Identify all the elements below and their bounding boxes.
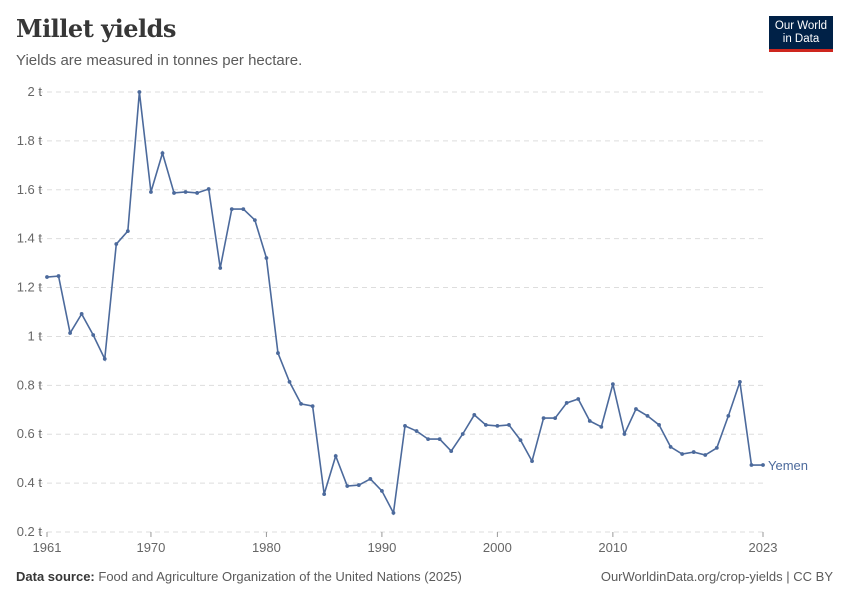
data-point (587, 419, 592, 423)
data-source: Data source: Food and Agriculture Organi… (16, 569, 462, 584)
data-point (645, 413, 650, 418)
data-point (426, 437, 430, 442)
data-point (102, 357, 107, 361)
data-point (668, 445, 673, 449)
data-point (229, 207, 234, 211)
y-tick-label: 1.6 t (17, 182, 43, 197)
data-point (460, 432, 465, 436)
data-point (634, 407, 638, 411)
data-point (703, 453, 708, 457)
data-point (125, 229, 130, 233)
data-point (287, 380, 292, 384)
data-point (530, 459, 534, 464)
x-tick-label: 1970 (136, 540, 165, 555)
y-tick-label: 1.4 t (17, 231, 43, 246)
y-tick-label: 0.2 t (17, 524, 43, 539)
series-label: Yemen (768, 458, 808, 473)
data-point (553, 416, 558, 420)
data-point (714, 446, 719, 450)
chart-subtitle: Yields are measured in tonnes per hectar… (16, 52, 303, 69)
data-point (56, 274, 61, 278)
source-label: Data source: (16, 569, 95, 584)
data-point (680, 452, 685, 456)
source-text: Food and Agriculture Organization of the… (98, 569, 462, 584)
data-point (218, 266, 223, 270)
data-point (322, 492, 327, 497)
footer-link[interactable]: OurWorldinData.org/crop-yields | CC BY (600, 569, 833, 584)
data-point (610, 382, 615, 387)
data-point (252, 218, 257, 222)
x-tick-label: 2010 (598, 540, 627, 555)
y-tick-label: 0.6 t (17, 426, 43, 441)
data-point (195, 191, 200, 195)
data-point (414, 429, 419, 433)
data-point (264, 256, 269, 260)
x-tick-label: 2000 (483, 540, 512, 555)
data-point (79, 312, 84, 316)
data-point (345, 484, 350, 488)
y-tick-label: 1.2 t (17, 280, 43, 295)
data-point (206, 187, 211, 191)
data-point (241, 207, 246, 211)
chart-title: Millet yields (16, 14, 176, 43)
data-point (333, 454, 338, 458)
data-point (507, 423, 511, 427)
x-tick-label: 1980 (252, 540, 281, 555)
data-point (356, 483, 361, 487)
data-point (576, 397, 581, 401)
data-point (518, 438, 523, 442)
data-point (172, 191, 176, 195)
data-point (449, 449, 454, 453)
data-point (276, 351, 280, 355)
data-point (368, 477, 373, 481)
data-point (691, 450, 696, 454)
y-tick-label: 1 t (28, 328, 43, 343)
data-point (726, 413, 731, 418)
data-point (403, 424, 407, 428)
data-point (149, 190, 153, 194)
data-point (541, 416, 546, 420)
logo-line1: Our World (774, 20, 828, 32)
data-point (45, 275, 49, 279)
data-point (160, 151, 165, 156)
y-tick-label: 0.8 t (17, 377, 43, 392)
data-point (391, 511, 396, 515)
data-point (183, 190, 188, 194)
y-tick-label: 1.8 t (17, 133, 43, 148)
owid-logo[interactable]: Our World in Data (769, 16, 833, 52)
data-point (137, 90, 142, 94)
data-point (310, 404, 315, 409)
x-tick-label: 1990 (367, 540, 396, 555)
data-point (657, 423, 661, 427)
data-point (68, 331, 72, 335)
logo-line2: in Data (782, 33, 820, 45)
data-point (495, 424, 500, 428)
data-point (472, 413, 477, 417)
y-tick-label: 2 t (28, 84, 43, 99)
data-point (738, 380, 742, 384)
data-point (622, 432, 627, 436)
data-point (380, 489, 384, 493)
data-point (749, 463, 754, 467)
data-point (564, 401, 569, 405)
y-tick-label: 0.4 t (17, 475, 43, 490)
data-point (761, 463, 765, 467)
data-point (91, 333, 96, 337)
data-point (299, 402, 303, 406)
data-point (114, 242, 119, 246)
data-point (437, 437, 442, 442)
data-point (483, 423, 488, 427)
x-tick-label: 2023 (749, 540, 778, 555)
series-line-yemen (46, 91, 763, 516)
data-point (599, 424, 604, 429)
x-tick-label: 1961 (33, 540, 62, 555)
